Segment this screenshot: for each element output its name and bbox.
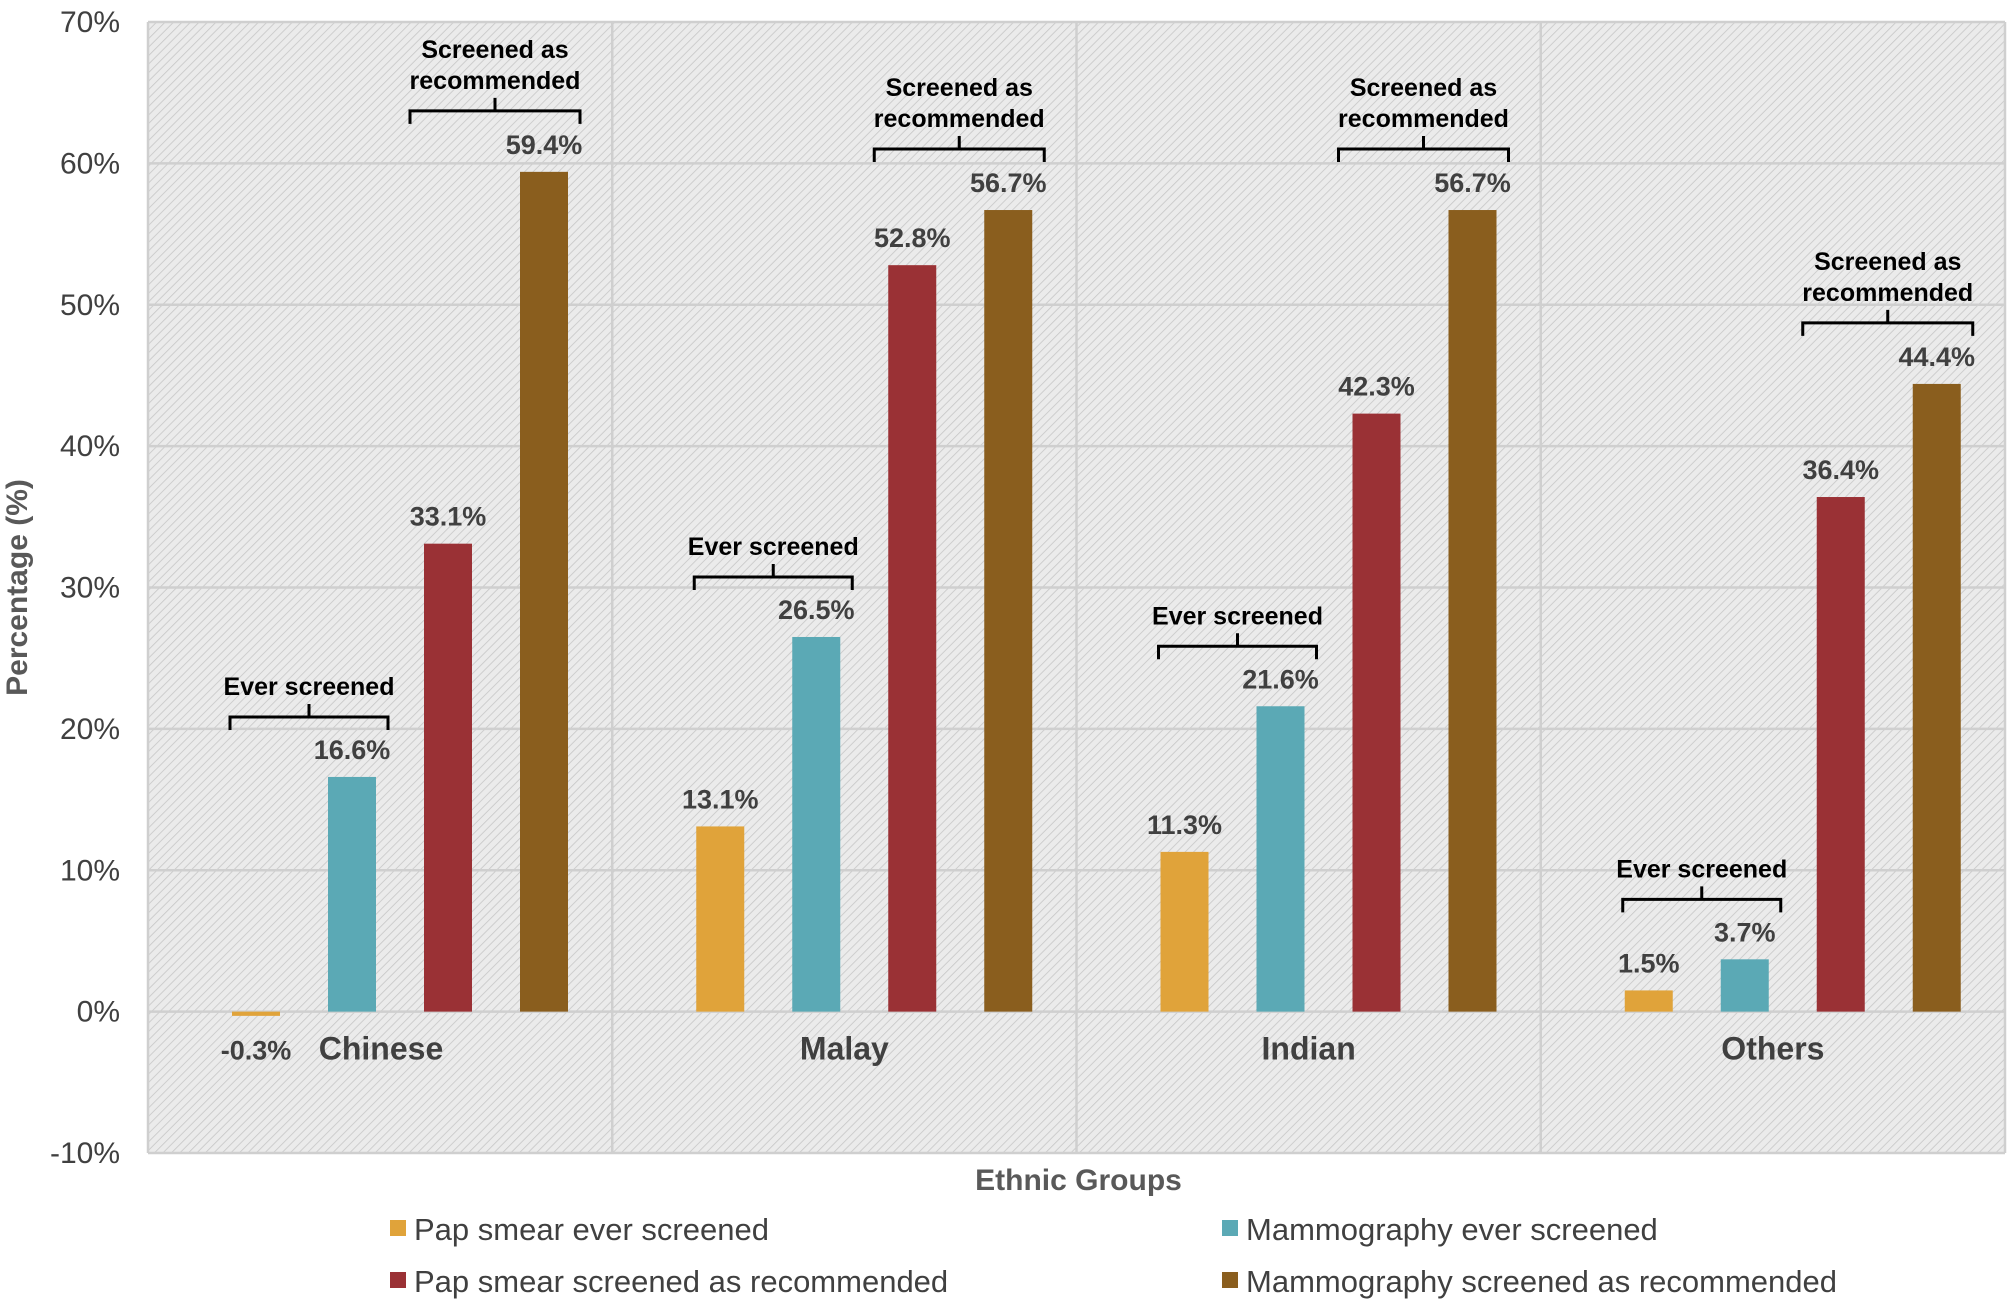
data-label: 56.7%	[970, 168, 1047, 198]
ever-screened-label: Ever screened	[688, 533, 859, 561]
category-label: Chinese	[319, 1031, 443, 1067]
data-label: 44.4%	[1898, 342, 1975, 372]
ever-screened-label: Ever screened	[1616, 855, 1787, 883]
bar-chinese-4	[520, 171, 568, 1012]
data-label: 59.4%	[506, 130, 583, 160]
category-label: Indian	[1262, 1031, 1356, 1067]
screened-as-recommended-label: Screened as	[421, 36, 568, 64]
ever-screened-label: Ever screened	[1152, 602, 1323, 630]
bar-malay-2	[792, 636, 841, 1012]
screened-as-recommended-label: recommended	[410, 67, 581, 95]
data-label: 36.4%	[1802, 455, 1879, 485]
y-tick-label: 70%	[60, 6, 120, 39]
bar-malay-3	[888, 265, 937, 1012]
legend-label: Pap smear ever screened	[414, 1212, 769, 1247]
data-label: 13.1%	[682, 784, 759, 814]
bar-chinese-2	[328, 776, 376, 1012]
ever-screened-label: Ever screened	[224, 673, 395, 701]
data-label: 33.1%	[410, 502, 487, 532]
data-label: 3.7%	[1714, 917, 1776, 947]
category-label: Malay	[800, 1031, 889, 1067]
category-label: Others	[1721, 1031, 1824, 1067]
screened-as-recommended-bracket	[1337, 136, 1510, 163]
ever-screened-bracket	[1621, 886, 1783, 913]
data-label: 26.5%	[778, 595, 855, 625]
data-label: 11.3%	[1147, 810, 1222, 840]
y-axis-title: Percentage (%)	[1, 479, 34, 696]
screened-as-recommended-label: recommended	[1338, 105, 1509, 133]
data-label: 42.3%	[1338, 372, 1415, 402]
bar-others-2	[1720, 959, 1769, 1012]
data-label: 21.6%	[1242, 664, 1319, 694]
y-tick-label: -10%	[50, 1137, 120, 1170]
y-tick-label: 0%	[77, 996, 120, 1029]
y-tick-label: 20%	[60, 713, 120, 746]
x-axis-title: Ethnic Groups	[975, 1164, 1182, 1197]
legend-label: Pap smear screened as recommended	[414, 1264, 948, 1299]
legend-swatch	[1222, 1220, 1238, 1236]
data-label: 1.5%	[1618, 948, 1680, 978]
legend-swatch	[1222, 1272, 1238, 1288]
ever-screened-bracket	[1157, 633, 1318, 660]
screened-as-recommended-bracket	[872, 136, 1046, 163]
legend-swatch	[390, 1220, 406, 1236]
screened-as-recommended-label: Screened as	[1814, 248, 1961, 276]
screened-as-recommended-label: recommended	[1802, 279, 1973, 307]
bar-chinese-1	[232, 1011, 280, 1016]
ever-screened-bracket	[692, 563, 854, 590]
bar-others-1	[1624, 990, 1673, 1012]
y-tick-label: 40%	[60, 430, 120, 463]
bar-indian-2	[1256, 706, 1305, 1012]
legend-swatch	[390, 1272, 406, 1288]
bar-others-3	[1816, 497, 1865, 1012]
bar-malay-4	[984, 210, 1033, 1012]
bar-malay-1	[696, 826, 745, 1012]
data-label: -0.3%	[221, 1036, 292, 1066]
legend-label: Mammography screened as recommended	[1246, 1264, 1837, 1299]
screened-as-recommended-label: recommended	[874, 105, 1045, 133]
screened-as-recommended-bracket	[1801, 309, 1975, 336]
bar-indian-1	[1160, 851, 1209, 1012]
ever-screened-bracket	[228, 703, 390, 730]
y-tick-label: 50%	[60, 289, 120, 322]
screened-as-recommended-label: Screened as	[1350, 74, 1497, 102]
screened-as-recommended-label: Screened as	[886, 74, 1033, 102]
bar-indian-4	[1448, 210, 1497, 1012]
legend-label: Mammography ever screened	[1246, 1212, 1658, 1247]
data-label: 16.6%	[314, 735, 391, 765]
bar-chinese-3	[424, 543, 472, 1012]
y-tick-label: 30%	[60, 572, 120, 605]
data-label: 52.8%	[874, 223, 951, 253]
screened-as-recommended-bracket	[408, 97, 582, 124]
bar-others-4	[1912, 383, 1961, 1012]
data-label: 56.7%	[1434, 168, 1511, 198]
bar-indian-3	[1352, 413, 1401, 1012]
y-tick-label: 10%	[60, 854, 120, 887]
y-tick-label: 60%	[60, 147, 120, 180]
